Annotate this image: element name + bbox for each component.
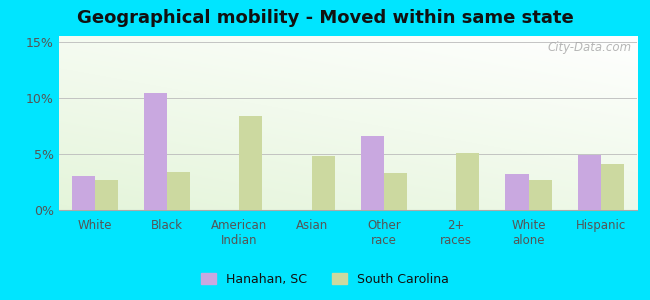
Bar (456, 153, 479, 210)
Bar (72, 176, 95, 210)
Bar (384, 173, 407, 210)
Bar (239, 116, 263, 210)
Bar (95, 180, 118, 210)
Bar (578, 155, 601, 210)
Bar (506, 174, 528, 210)
Bar (528, 180, 552, 210)
Bar (167, 172, 190, 210)
Bar (311, 156, 335, 210)
Bar (601, 164, 624, 210)
Bar (361, 136, 384, 210)
Text: City-Data.com: City-Data.com (547, 41, 631, 54)
Text: Geographical mobility - Moved within same state: Geographical mobility - Moved within sam… (77, 9, 573, 27)
Bar (144, 93, 167, 210)
Legend: Hanahan, SC, South Carolina: Hanahan, SC, South Carolina (196, 268, 454, 291)
